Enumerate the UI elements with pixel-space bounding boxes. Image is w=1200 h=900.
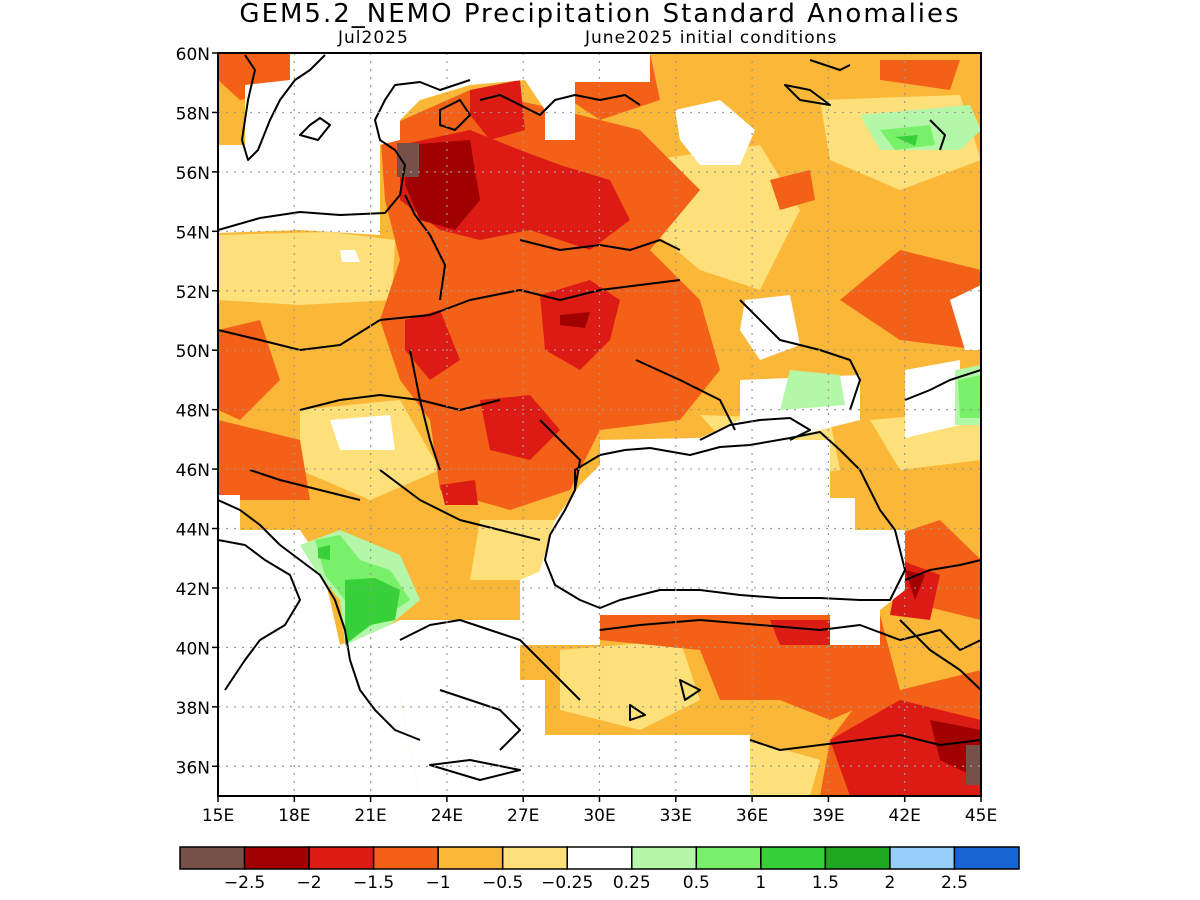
legend-swatch — [501, 846, 568, 870]
legend-swatch — [243, 846, 310, 870]
coastlines — [218, 54, 981, 781]
valid-month: Jul2025 — [338, 28, 409, 48]
legend-label: 0.5 — [683, 873, 710, 893]
legend-swatch — [437, 846, 504, 870]
legend-label: −0.25 — [541, 873, 593, 893]
lat-tick-label: 48N — [176, 402, 210, 422]
color-legend: −2.5 −2 −1.5 −1 −0.5 −0.25 0.25 0.5 1 1.5 2 2.5 — [179, 846, 1020, 893]
legend-label: 1 — [755, 873, 766, 893]
legend-label: −1.5 — [353, 873, 394, 893]
anomaly-field — [218, 53, 981, 796]
legend-swatch — [824, 846, 891, 870]
legend-label: 0.25 — [613, 873, 651, 893]
lat-tick-label: 54N — [176, 223, 210, 243]
axes: 60N 58N 56N 54N 52N 50N 48N 46N 44N 42N 40N 38N 36N 1… — [176, 45, 998, 826]
lat-tick-label: 60N — [176, 45, 210, 65]
lon-tick-label: 21E — [354, 806, 386, 826]
lon-tick-label: 45E — [965, 806, 997, 826]
legend-label: −1 — [426, 873, 451, 893]
lat-tick-label: 36N — [176, 758, 210, 778]
lon-tick-label: 42E — [889, 806, 921, 826]
lat-tick-label: 40N — [176, 639, 210, 659]
lon-tick-label: 30E — [583, 806, 615, 826]
lon-tick-label: 39E — [812, 806, 844, 826]
lon-tick-label: 15E — [202, 806, 234, 826]
lon-tick-label: 33E — [660, 806, 692, 826]
lon-tick-label: 36E — [736, 806, 768, 826]
lat-tick-label: 52N — [176, 283, 210, 303]
legend-label: 2.5 — [941, 873, 968, 893]
lon-tick-label: 18E — [278, 806, 310, 826]
legend-label: −0.5 — [482, 873, 523, 893]
lat-tick-label: 42N — [176, 580, 210, 600]
lon-tick-label: 27E — [507, 806, 539, 826]
initial-conditions: June2025 initial conditions — [585, 28, 838, 48]
legend-swatch — [889, 846, 956, 870]
lat-tick-label: 44N — [176, 521, 210, 541]
lat-tick-label: 58N — [176, 104, 210, 124]
legend-label: −2 — [297, 873, 322, 893]
legend-label: 1.5 — [812, 873, 839, 893]
lat-tick-label: 46N — [176, 461, 210, 481]
legend-swatch — [695, 846, 762, 870]
legend-swatch — [760, 846, 827, 870]
chart-title: GEM5.2_NEMO Precipitation Standard Anoma… — [239, 0, 961, 29]
lat-tick-label: 38N — [176, 699, 210, 719]
legend-swatch — [372, 846, 439, 870]
lat-tick-label: 50N — [176, 342, 210, 362]
legend-label: 2 — [885, 873, 896, 893]
legend-swatch — [566, 846, 633, 870]
lat-tick-label: 56N — [176, 164, 210, 184]
legend-swatch — [631, 846, 698, 870]
legend-swatch — [953, 846, 1020, 870]
legend-swatch — [179, 846, 246, 870]
legend-label: −2.5 — [224, 873, 265, 893]
lon-tick-label: 24E — [431, 806, 463, 826]
legend-swatch — [308, 846, 375, 870]
